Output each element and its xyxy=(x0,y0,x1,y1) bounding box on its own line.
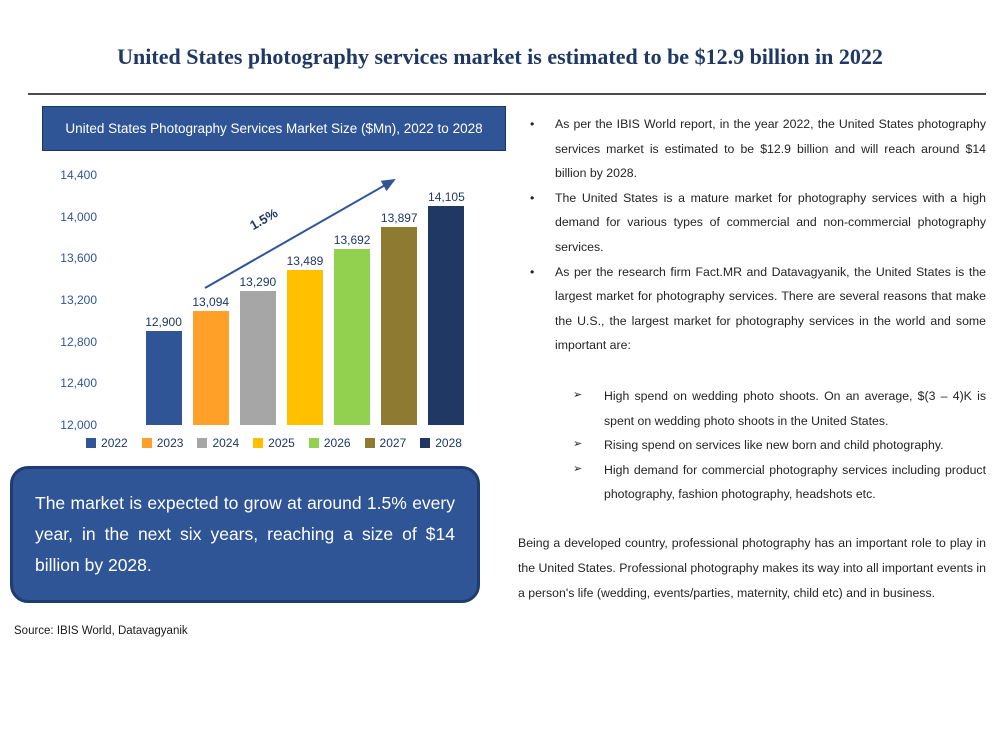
bullet-marker: • xyxy=(530,190,535,205)
bar-value-label: 12,900 xyxy=(145,315,182,330)
legend-swatch xyxy=(197,438,208,448)
page-title: United States photography services marke… xyxy=(117,44,883,69)
bar-column-2023: 13,094 xyxy=(187,295,234,425)
bullet-text: The United States is a mature market for… xyxy=(555,190,986,254)
bar-value-label: 13,897 xyxy=(380,211,418,226)
bullet-item: • As per the research firm Fact.MR and Da… xyxy=(518,260,986,358)
bar-value-label: 14,105 xyxy=(428,189,465,204)
bar-value-label: 13,692 xyxy=(333,232,371,247)
legend-swatch xyxy=(308,438,319,448)
legend-label: 2024 xyxy=(212,436,240,450)
legend-label: 2028 xyxy=(435,436,462,450)
bar-column-2028: 14,105 xyxy=(423,190,470,425)
legend-label: 2023 xyxy=(156,436,184,450)
sub-bullet-item: ➢ High demand for commercial photography … xyxy=(573,458,986,507)
y-axis-label: 12,800 xyxy=(60,334,97,349)
sub-bullet-item: ➢ High spend on wedding photo shoots. On … xyxy=(573,384,986,433)
bar-column-2026: 13,692 xyxy=(329,233,376,425)
closing-paragraph: Being a developed country, professional … xyxy=(518,535,986,601)
chart-legend: 2022 2023 2024 2025 2026 2027 2028 xyxy=(42,436,506,450)
source-note: Source: IBIS World, Datavagyanik xyxy=(14,625,188,637)
bullet-text: As per the IBIS World report, in the yea… xyxy=(555,117,986,181)
y-axis-label: 14,400 xyxy=(60,168,97,182)
legend-item-2026: 2026 xyxy=(308,436,351,450)
bar-column-2027: 13,897 xyxy=(376,211,423,425)
bar-column-2025: 13,489 xyxy=(281,254,328,425)
chart-title: United States Photography Services Marke… xyxy=(65,120,483,136)
bar xyxy=(192,311,229,425)
y-axis-label: 12,000 xyxy=(60,418,97,432)
growth-callout-text: The market is expected to grow at around… xyxy=(35,493,455,576)
legend-item-2024: 2024 xyxy=(197,436,239,450)
sub-bullet-marker: ➢ xyxy=(573,388,583,401)
bar-column-2022: 12,900 xyxy=(140,315,187,425)
bullet-marker: • xyxy=(530,117,535,131)
sub-bullet-text: High demand for commercial photography s… xyxy=(604,462,986,502)
bullet-item: • The United States is a mature market fo… xyxy=(518,186,986,260)
bar-chart: 12,000 12,400 12,800 13,200 13,600 14,000 14,4… xyxy=(42,160,506,460)
legend-label: 2025 xyxy=(268,436,295,450)
sub-bullet-marker: ➢ xyxy=(573,438,583,451)
y-axis-label: 14,000 xyxy=(60,209,97,224)
y-axis-label: 13,600 xyxy=(60,251,97,266)
legend-item-2025: 2025 xyxy=(253,436,295,450)
bar-column-2024: 13,290 xyxy=(234,275,281,425)
sub-bullet-list: ➢ High spend on wedding photo shoots. On … xyxy=(573,384,986,507)
legend-item-2027: 2027 xyxy=(364,436,407,450)
legend-label: 2026 xyxy=(323,436,351,450)
bar xyxy=(145,331,182,425)
bar xyxy=(428,205,465,425)
bar-value-label: 13,489 xyxy=(286,253,324,268)
y-axis-label: 12,400 xyxy=(60,376,97,391)
bar xyxy=(239,290,276,425)
legend-label: 2022 xyxy=(101,436,128,450)
legend-swatch xyxy=(420,438,431,448)
legend-swatch xyxy=(364,438,375,448)
legend-item-2028: 2028 xyxy=(420,436,462,450)
bar xyxy=(334,248,371,425)
bullet-item: • As per the IBIS World report, in the ye… xyxy=(518,112,986,186)
sub-bullet-marker: ➢ xyxy=(573,462,583,475)
bullet-text: As per the research firm Fact.MR and Dat… xyxy=(555,264,986,353)
legend-item-2022: 2022 xyxy=(86,436,128,450)
legend-label: 2027 xyxy=(379,436,407,450)
sub-bullet-item: ➢ Rising spend on services like new born … xyxy=(573,433,986,458)
bullet-list: • As per the IBIS World report, in the ye… xyxy=(518,112,986,358)
right-panel: • As per the IBIS World report, in the ye… xyxy=(518,112,986,607)
chart-title-bar: United States Photography Services Marke… xyxy=(42,106,506,151)
growth-callout: The market is expected to grow at around… xyxy=(10,466,480,604)
y-axis: 12,000 12,400 12,800 13,200 13,600 14,000 14,4… xyxy=(42,168,97,432)
legend-swatch xyxy=(86,438,97,448)
bar-value-label: 13,290 xyxy=(239,274,277,289)
legend-swatch xyxy=(253,438,264,448)
sub-bullet-text: High spend on wedding photo shoots. On a… xyxy=(604,388,986,428)
bar xyxy=(381,227,418,425)
sub-bullet-text: Rising spend on services like new born a… xyxy=(604,438,944,453)
legend-swatch xyxy=(141,438,152,448)
legend-item-2023: 2023 xyxy=(141,436,184,450)
bar xyxy=(286,269,323,425)
y-axis-label: 13,200 xyxy=(60,293,97,307)
bar-value-label: 13,094 xyxy=(192,295,230,310)
bullet-marker: • xyxy=(530,264,535,279)
title-divider xyxy=(28,93,986,95)
bar-plot: 12,900 13,094 13,290 13,489 13,692 13,897 14,1… xyxy=(140,175,470,425)
